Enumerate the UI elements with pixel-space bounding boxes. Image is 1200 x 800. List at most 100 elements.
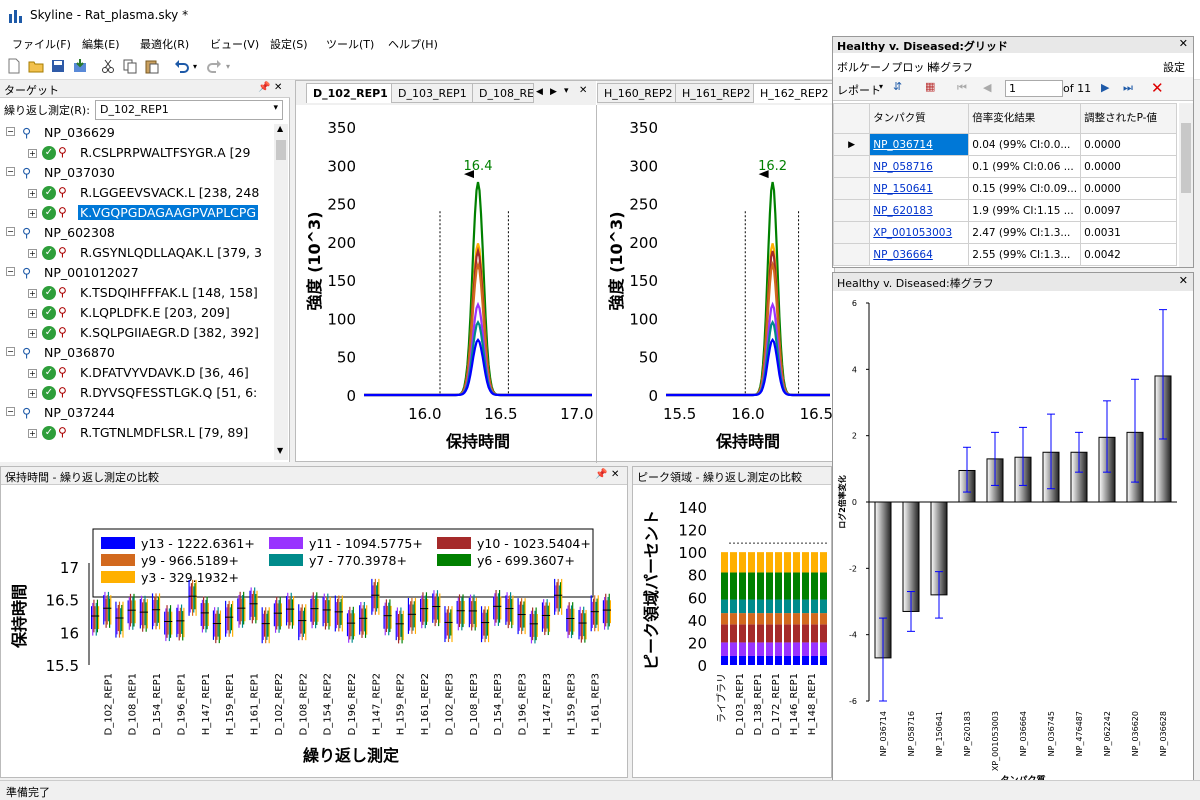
row-selector[interactable] [832, 243, 871, 266]
expand-icon[interactable]: + [28, 189, 37, 198]
scroll-down-icon[interactable]: ▼ [277, 446, 284, 455]
p-value-cell[interactable]: 0.0097 [1080, 199, 1177, 222]
report-dropdown-icon[interactable]: ▾ [879, 82, 884, 91]
fold-change-cell[interactable]: 2.55 (99% CI:1.3... [968, 243, 1082, 266]
column-header[interactable]: 倍率変化結果 [968, 103, 1082, 134]
export-icon[interactable]: ▦ [925, 80, 936, 93]
row-selector[interactable] [832, 177, 871, 200]
volcano-plot-menu[interactable]: ボルケーノプロット [837, 61, 936, 74]
undo-dropdown-icon[interactable]: ▾ [193, 62, 198, 71]
import-icon[interactable] [72, 58, 88, 74]
fold-change-bar-chart[interactable]: 6 4 2 0 -2 -4 -6 NP_036714 NP_058716 NP_150641 NP_… [833, 293, 1193, 793]
tab-list-icon[interactable]: ▾ [564, 86, 569, 96]
menu-item-4[interactable]: 設定(S) [270, 38, 308, 51]
replicate-select[interactable]: D_102_REP1 ▾ [95, 100, 283, 120]
table-row[interactable]: NP_036664 2.55 (99% CI:1.3... 0.0042 [832, 243, 1177, 266]
p-value-cell[interactable]: 0.0000 [1080, 133, 1177, 156]
close-icon[interactable]: ✕ [1178, 37, 1188, 50]
menu-item-6[interactable]: ヘルプ(H) [388, 38, 438, 51]
scrollbar-thumb[interactable] [276, 140, 286, 160]
collapse-icon[interactable]: − [6, 267, 15, 276]
table-row[interactable]: NP_058716 0.1 (99% CI:0.06 ... 0.0000 [832, 155, 1177, 178]
p-value-cell[interactable]: 0.0000 [1080, 177, 1177, 200]
collapse-icon[interactable]: − [6, 227, 15, 236]
grid-scrollbar[interactable] [1179, 103, 1193, 267]
menu-item-1[interactable]: 編集(E) [82, 38, 120, 51]
table-row[interactable]: ▶ NP_036714 0.04 (99% CI:0.0... 0.0000 [832, 133, 1177, 156]
tree-scrollbar[interactable]: ▲ ▼ [274, 124, 288, 460]
table-row[interactable]: XP_001053003 2.47 (99% CI:1.3... 0.0031 [832, 221, 1177, 244]
fold-change-cell[interactable]: 0.15 (99% CI:0.09... [968, 177, 1082, 200]
column-header[interactable]: タンパク質 [869, 103, 970, 134]
collapse-icon[interactable]: − [6, 167, 15, 176]
protein-cell[interactable]: NP_150641 [869, 177, 970, 200]
redo-dropdown-icon[interactable]: ▾ [226, 62, 231, 71]
save-icon[interactable] [50, 58, 66, 74]
expand-icon[interactable]: + [28, 329, 37, 338]
p-value-cell[interactable]: 0.0042 [1080, 243, 1177, 266]
row-selector[interactable] [832, 221, 871, 244]
expand-icon[interactable]: + [28, 309, 37, 318]
new-file-icon[interactable] [6, 58, 22, 74]
open-folder-icon[interactable] [28, 58, 44, 74]
expand-icon[interactable]: + [28, 369, 37, 378]
expand-icon[interactable]: + [28, 249, 37, 258]
page-input[interactable]: 1 [1005, 80, 1063, 97]
protein-link[interactable]: NP_036664 [873, 248, 933, 261]
prev-page-icon[interactable]: ◀ [983, 81, 992, 94]
tab-d108-re[interactable]: D_108_RE [472, 83, 534, 103]
tab-h161-rep2[interactable]: H_161_REP2 [675, 83, 758, 103]
column-header[interactable]: 調整されたP-値 [1080, 103, 1177, 134]
bar-graph-menu[interactable]: 棒グラフ [929, 61, 973, 74]
tab-d103-rep1[interactable]: D_103_REP1 [391, 83, 474, 103]
fold-change-cell[interactable]: 2.47 (99% CI:1.3... [968, 221, 1082, 244]
menu-item-3[interactable]: ビュー(V) [210, 38, 260, 51]
report-button[interactable]: レポート [837, 84, 881, 97]
redo-icon[interactable] [206, 58, 222, 74]
expand-icon[interactable]: + [28, 209, 37, 218]
protein-cell[interactable]: XP_001053003 [869, 221, 970, 244]
protein-cell[interactable]: NP_058716 [869, 155, 970, 178]
tab-h162-rep2[interactable]: H_162_REP2 [753, 83, 836, 103]
row-selector[interactable] [832, 199, 871, 222]
protein-link[interactable]: XP_001053003 [873, 226, 953, 239]
tab-d102-rep1[interactable]: D_102_REP1 [306, 83, 395, 103]
chromatogram-chart-1[interactable]: 350 300 250 200 150 100 50 0 16.0 16.5 17.0 保持時間 強度 … [296, 105, 596, 461]
close-icon[interactable]: ✕ [1178, 274, 1188, 287]
menu-item-2[interactable]: 最適化(R) [140, 38, 190, 51]
p-value-cell[interactable]: 0.0000 [1080, 155, 1177, 178]
protein-link[interactable]: NP_036714 [873, 138, 933, 151]
next-page-icon[interactable]: ▶ [1101, 81, 1110, 94]
protein-cell[interactable]: NP_620183 [869, 199, 970, 222]
tab-scroll-right-icon[interactable]: ▶ [550, 87, 557, 97]
menu-item-5[interactable]: ツール(T) [326, 38, 375, 51]
table-row[interactable]: NP_620183 1.9 (99% CI:1.15 ... 0.0097 [832, 199, 1177, 222]
protein-cell[interactable]: NP_036714 [869, 133, 970, 156]
delete-icon[interactable]: ✕ [1151, 79, 1164, 97]
close-icon[interactable]: ✕ [611, 469, 620, 480]
row-selector[interactable] [832, 155, 871, 178]
chrom-splitter[interactable] [596, 105, 597, 463]
copy-icon[interactable] [122, 58, 138, 74]
collapse-icon[interactable]: − [6, 127, 15, 136]
expand-icon[interactable]: + [28, 429, 37, 438]
first-page-icon[interactable]: ⏮ [957, 81, 967, 94]
fold-change-cell[interactable]: 0.1 (99% CI:0.06 ... [968, 155, 1082, 178]
protein-cell[interactable]: NP_036664 [869, 243, 970, 266]
protein-link[interactable]: NP_058716 [873, 160, 933, 173]
pin-icon[interactable]: 📌 [595, 469, 608, 480]
sort-icon[interactable]: ⇵ [893, 80, 903, 93]
collapse-icon[interactable]: − [6, 407, 15, 416]
fold-change-cell[interactable]: 1.9 (99% CI:1.15 ... [968, 199, 1082, 222]
table-row[interactable]: NP_150641 0.15 (99% CI:0.09... 0.0000 [832, 177, 1177, 200]
scrollbar-thumb[interactable] [1181, 123, 1191, 193]
rt-replicate-chart[interactable]: y13 - 1222.6361+ y11 - 1094.5775+ y10 - 10… [1, 487, 627, 777]
settings-menu[interactable]: 設定 [1163, 61, 1185, 74]
tab-close-icon[interactable]: ✕ [579, 85, 588, 96]
collapse-icon[interactable]: − [6, 347, 15, 356]
row-selector[interactable]: ▶ [832, 133, 871, 156]
cut-icon[interactable] [100, 58, 116, 74]
pin-icon[interactable]: 📌 [258, 82, 271, 93]
fold-change-cell[interactable]: 0.04 (99% CI:0.0... [968, 133, 1082, 156]
